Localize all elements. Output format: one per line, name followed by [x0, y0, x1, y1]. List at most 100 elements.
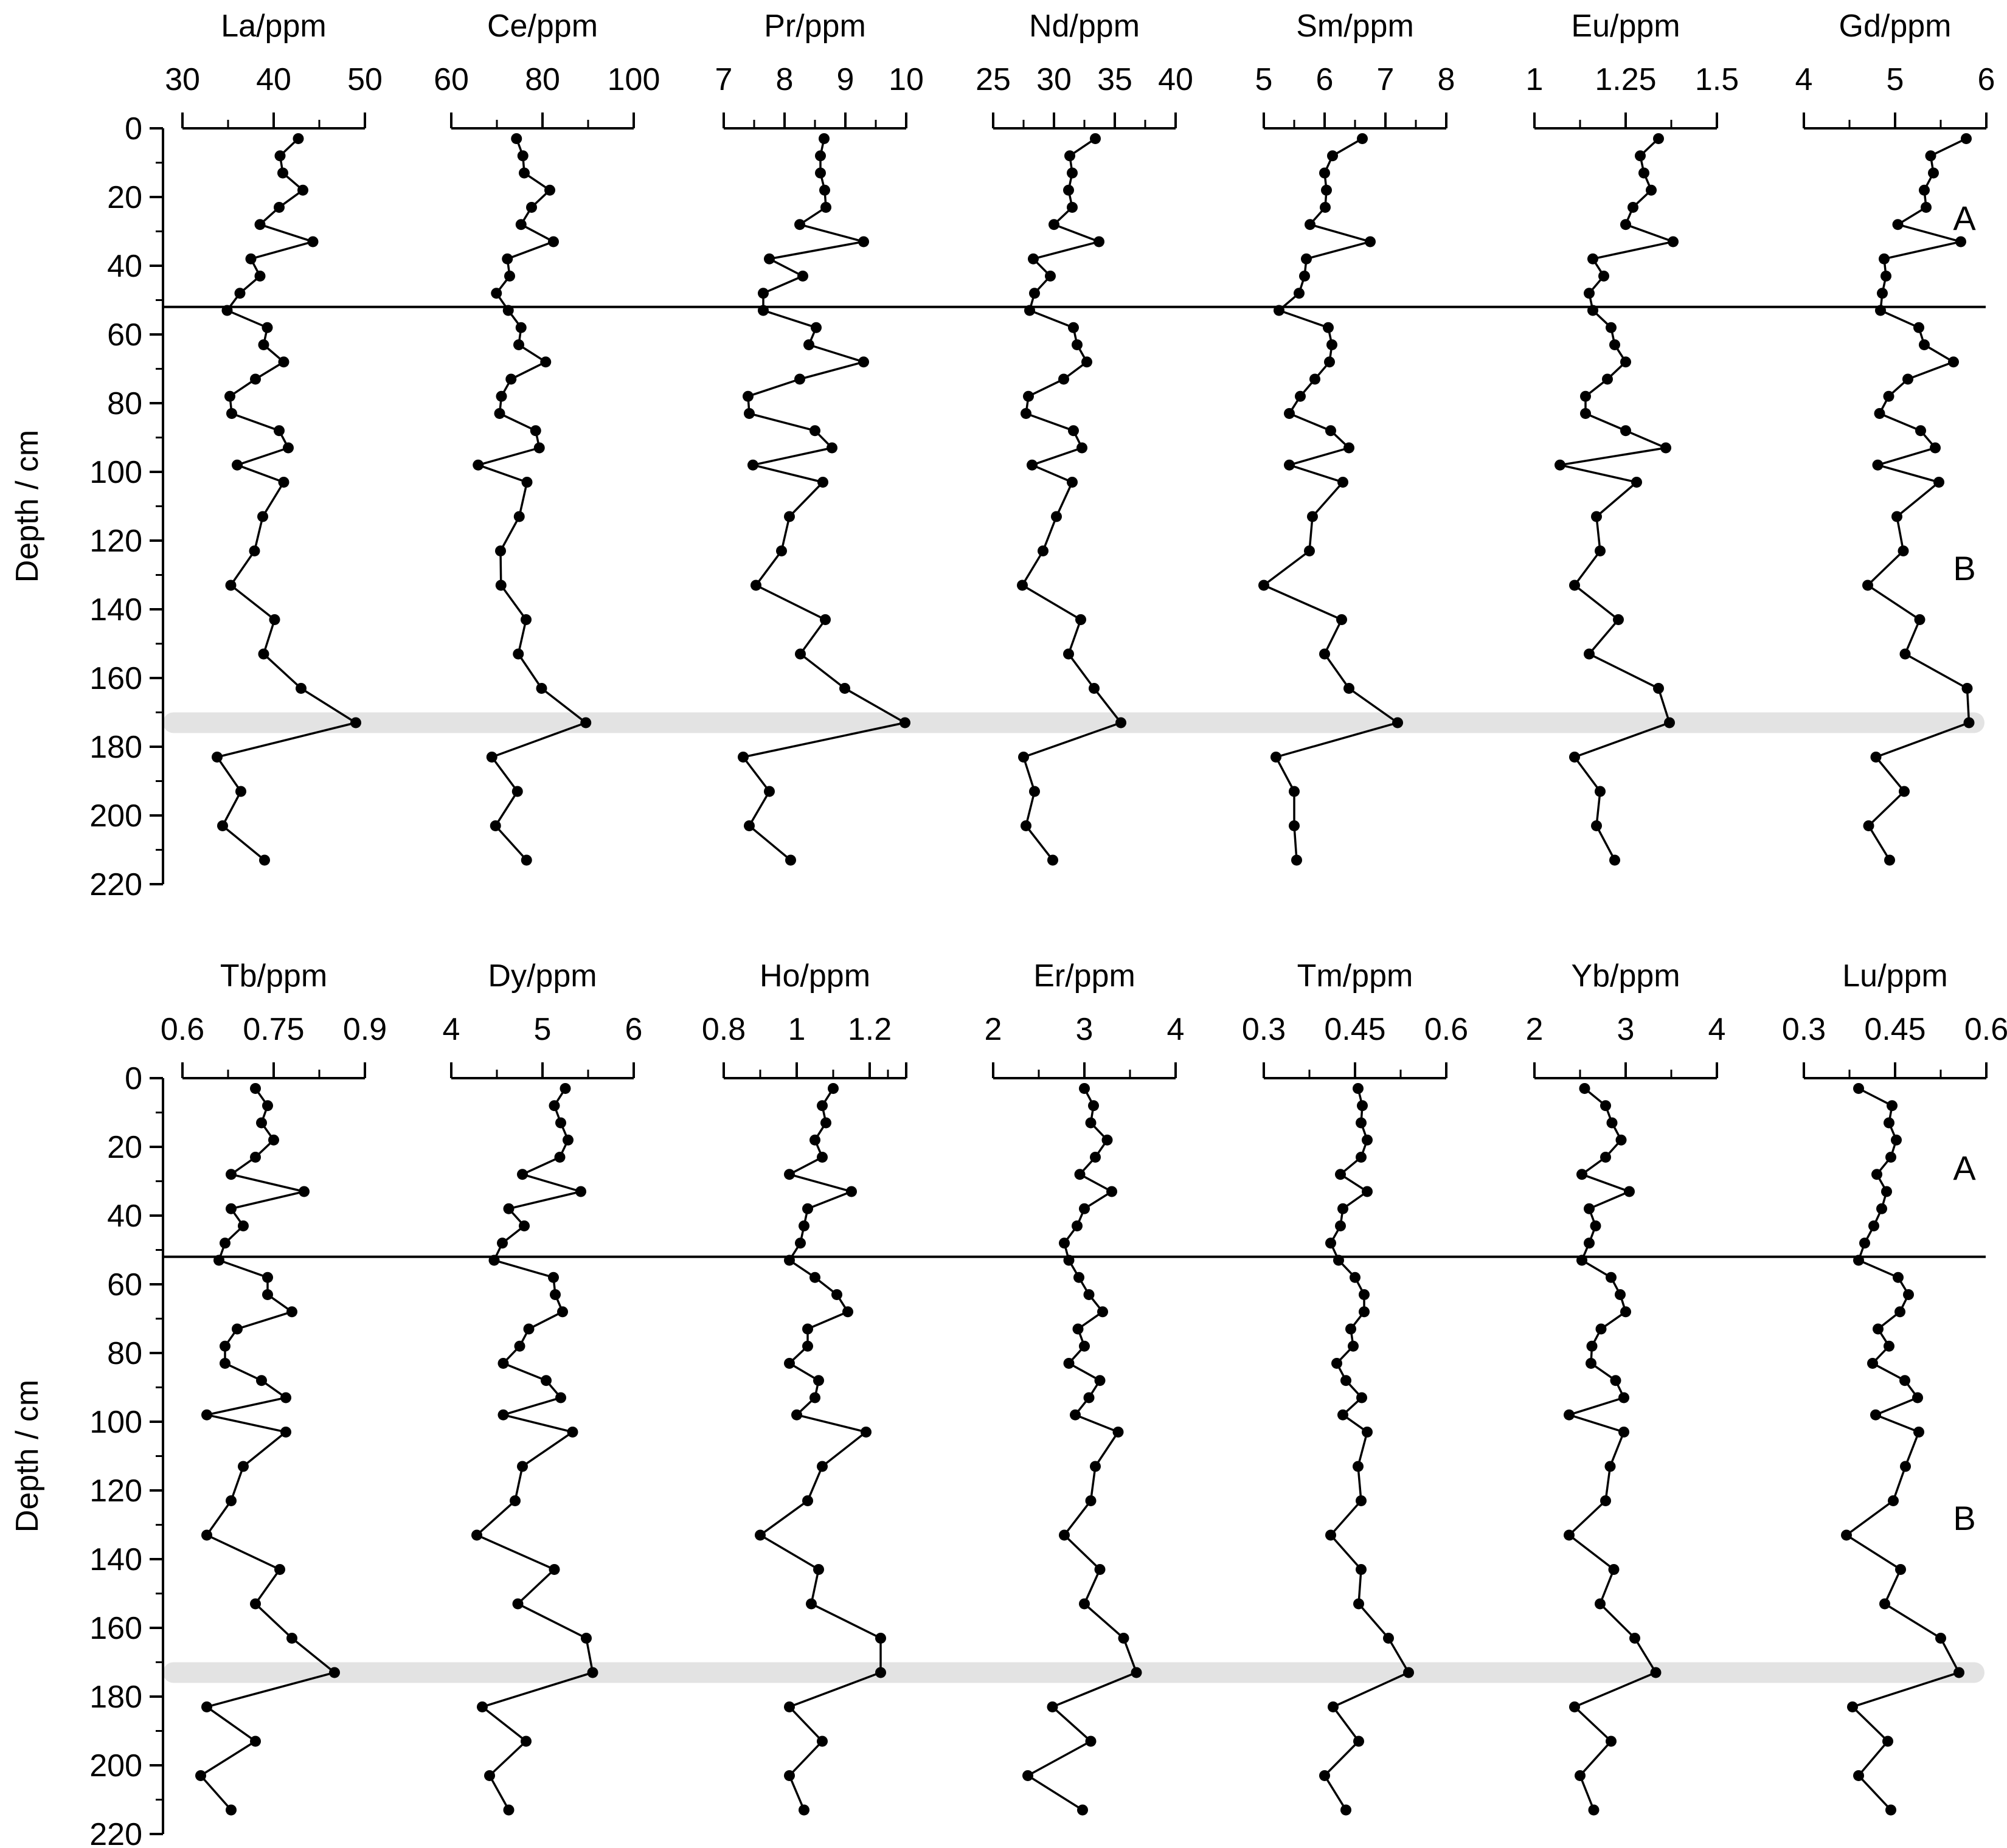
data-point — [1101, 1134, 1113, 1146]
zone-label-a: A — [1953, 199, 1976, 237]
data-point — [1337, 476, 1348, 488]
column-yb: Yb/ppm 2 3 4 — [1526, 958, 1725, 1816]
data-point — [875, 1667, 886, 1678]
data-point — [820, 201, 831, 213]
data-point — [1899, 648, 1911, 660]
data-point — [809, 425, 820, 437]
depth-axis: 0 20 40 60 80 100 120 140 160 180 200 220 Depth / cm — [10, 1061, 164, 1848]
data-point — [513, 648, 524, 660]
data-point — [238, 1461, 249, 1472]
data-point — [1876, 1203, 1887, 1214]
data-point — [794, 219, 805, 230]
data-point — [504, 270, 515, 282]
profile-line — [1568, 1087, 1657, 1811]
data-point — [473, 459, 484, 471]
data-point — [1079, 1082, 1090, 1094]
data-point — [1615, 1289, 1626, 1300]
data-point — [484, 1770, 495, 1781]
data-point — [495, 580, 507, 591]
depth-tick-label: 160 — [89, 1611, 142, 1646]
element-tick-label: 3 — [1617, 1012, 1635, 1047]
depth-tick-label: 160 — [89, 661, 142, 696]
data-point — [258, 339, 269, 350]
data-point — [817, 1736, 828, 1747]
data-point — [1359, 1306, 1370, 1318]
data-point — [1353, 1736, 1364, 1747]
data-point — [1629, 1632, 1640, 1644]
depth-tick-label: 60 — [107, 317, 142, 353]
data-point — [350, 717, 361, 728]
highlight-band — [163, 712, 1984, 733]
data-point — [521, 854, 532, 866]
column-gd: Gd/ppm 4 5 6 — [1795, 9, 1995, 866]
data-point — [296, 682, 307, 694]
data-point — [1913, 322, 1924, 333]
data-point — [278, 476, 289, 488]
element-tick-label: 1.2 — [848, 1012, 892, 1047]
data-point — [1853, 1082, 1864, 1094]
data-point — [803, 339, 814, 350]
data-point — [1903, 1289, 1914, 1300]
data-point — [839, 682, 850, 694]
data-point — [491, 288, 502, 299]
data-point — [1284, 407, 1295, 419]
data-point — [587, 1667, 598, 1678]
data-point — [1356, 1563, 1367, 1575]
data-point — [225, 580, 237, 591]
profile-line — [1867, 137, 1971, 861]
data-point — [1862, 580, 1873, 591]
element-axis-title: Eu/ppm — [1571, 9, 1680, 44]
profile-line — [1027, 1088, 1138, 1811]
data-point — [510, 1495, 521, 1506]
data-point — [846, 1186, 857, 1197]
data-point — [1580, 390, 1591, 402]
column-tb: Tb/ppm 0.6 0.75 0.9 — [161, 958, 387, 1816]
data-point — [842, 1306, 853, 1318]
data-point — [784, 511, 795, 522]
data-point — [262, 322, 273, 333]
depth-tick-label: 0 — [125, 1061, 142, 1096]
data-point — [1606, 1117, 1618, 1129]
data-point — [249, 545, 260, 556]
data-point — [555, 1117, 566, 1129]
data-point — [1653, 682, 1664, 694]
data-point — [1357, 133, 1368, 144]
element-tick-label: 1 — [788, 1012, 806, 1047]
data-point — [813, 1375, 824, 1386]
data-point — [1067, 476, 1078, 488]
data-point — [1309, 373, 1320, 385]
data-point — [809, 1392, 820, 1403]
data-point — [1894, 1306, 1905, 1318]
element-tick-label: 25 — [976, 62, 1011, 97]
data-point — [1021, 820, 1031, 831]
data-point — [797, 270, 808, 282]
data-point — [817, 1151, 828, 1163]
depth-tick-label: 0 — [125, 111, 142, 147]
data-point — [1350, 1272, 1361, 1283]
data-point — [1301, 253, 1312, 265]
column-ho: Ho/ppm 0.8 1 1.2 — [702, 958, 907, 1816]
data-point — [802, 1340, 813, 1352]
data-point — [1090, 133, 1101, 144]
data-point — [1073, 1272, 1084, 1283]
data-point — [544, 184, 555, 196]
data-point — [297, 184, 308, 196]
data-point — [495, 545, 506, 556]
data-point — [1097, 1306, 1108, 1318]
data-point — [1359, 1289, 1370, 1300]
data-point — [1345, 1323, 1356, 1335]
data-point — [250, 373, 261, 385]
data-point — [1579, 1082, 1590, 1094]
depth-tick-label: 200 — [89, 798, 142, 834]
element-tick-label: 4 — [443, 1012, 460, 1047]
data-point — [1085, 1495, 1097, 1506]
data-point — [517, 1461, 528, 1472]
data-point — [234, 288, 246, 299]
data-point — [861, 1426, 872, 1438]
depth-tick-label: 200 — [89, 1748, 142, 1784]
depth-tick-label: 40 — [107, 249, 142, 284]
data-point — [1299, 270, 1310, 282]
data-point — [1074, 1169, 1086, 1180]
data-point — [799, 1220, 809, 1231]
